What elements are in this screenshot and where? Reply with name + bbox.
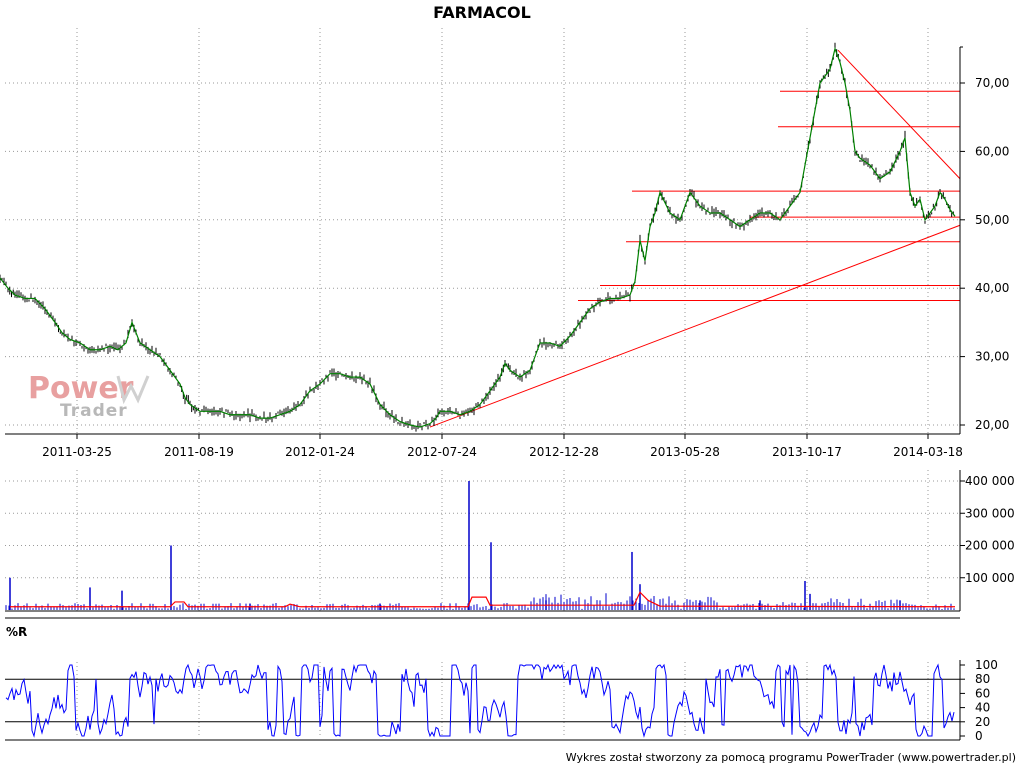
price-line xyxy=(0,46,956,428)
volume-ma-line xyxy=(10,591,956,608)
x-tick-label-0: 2011-03-25 xyxy=(42,445,112,459)
watermark-trader: Trader xyxy=(60,401,128,421)
x-tick-label-2: 2012-01-24 xyxy=(285,445,355,459)
price-y-tick-label-2: 40,00 xyxy=(975,281,1009,295)
x-tick-label-5: 2013-05-28 xyxy=(650,445,720,459)
wr-y-tick-label-1: 20 xyxy=(975,715,990,729)
powertrader-watermark: Power Trader xyxy=(28,371,150,421)
wr-y-tick-label-5: 100 xyxy=(975,658,998,672)
x-tick-label-6: 2013-10-17 xyxy=(772,445,842,459)
vol-y-tick-label-0: 100 000 xyxy=(965,571,1015,585)
vol-y-tick-label-2: 300 000 xyxy=(965,506,1015,520)
watermark-power: Power xyxy=(28,371,134,406)
trend-line-0 xyxy=(429,224,961,428)
trend-lines xyxy=(429,49,961,428)
support-resistance-levels xyxy=(578,90,960,302)
price-y-tick-label-5: 70,00 xyxy=(975,76,1009,90)
price-grid xyxy=(5,28,960,434)
price-panel: Power Trader 20,00 30,00 40,00 50,00 60,00 70… xyxy=(0,28,1009,459)
footer-credit: Wykres został stworzony za pomocą progra… xyxy=(566,751,1016,764)
x-tick-label-3: 2012-07-24 xyxy=(407,445,477,459)
wr-y-tick-label-0: 0 xyxy=(975,729,983,743)
price-y-tick-label-3: 50,00 xyxy=(975,213,1009,227)
williams-r-grid xyxy=(5,662,960,737)
watermark-swoosh-icon xyxy=(116,375,150,405)
vol-y-tick-label-1: 200 000 xyxy=(965,539,1015,553)
wr-y-tick-label-4: 80 xyxy=(975,672,990,686)
volume-moving-average xyxy=(10,591,956,608)
price-y-tick-label-4: 60,00 xyxy=(975,144,1009,158)
volume-grid xyxy=(5,470,960,611)
wr-y-tick-label-2: 40 xyxy=(975,701,990,715)
volume-panel: 100 000 200 000 300 000 400 000 xyxy=(5,470,1015,619)
price-y-tick-label-0: 20,00 xyxy=(975,418,1009,432)
volume-axes: 100 000 200 000 300 000 400 000 xyxy=(5,470,1015,619)
vol-y-tick-label-3: 400 000 xyxy=(965,474,1015,488)
chart-title: FARMACOL xyxy=(433,3,531,22)
x-tick-label-4: 2012-12-28 xyxy=(529,445,599,459)
price-axes: 20,00 30,00 40,00 50,00 60,00 70,00 2011-03-25… xyxy=(5,46,1009,459)
williams-r-series xyxy=(5,663,955,738)
wr-y-tick-label-3: 60 xyxy=(975,686,990,700)
williams-r-label: %R xyxy=(6,625,27,639)
trend-line-1 xyxy=(837,49,961,180)
williams-r-line xyxy=(5,663,955,738)
price-y-tick-label-1: 30,00 xyxy=(975,350,1009,364)
volume-bars xyxy=(5,481,955,610)
price-series xyxy=(0,42,956,432)
x-tick-label-7: 2014-03-18 xyxy=(893,445,963,459)
x-tick-label-1: 2011-08-19 xyxy=(164,445,234,459)
